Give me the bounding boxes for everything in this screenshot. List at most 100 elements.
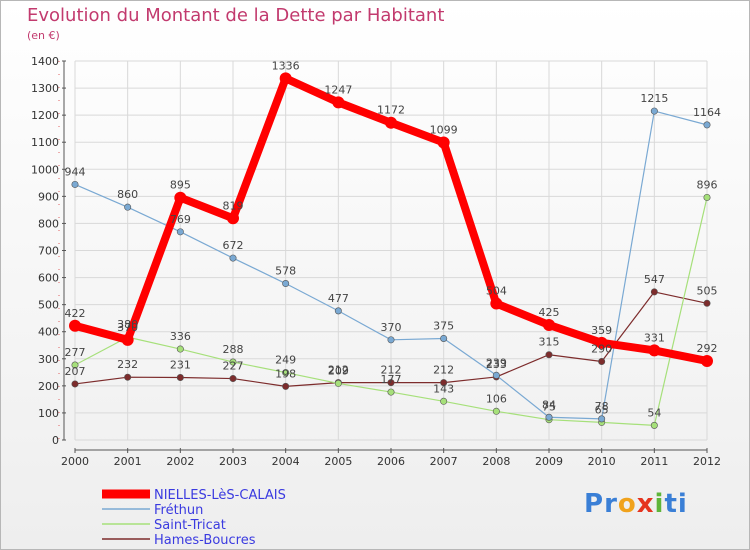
data-point (492, 407, 500, 415)
data-point (598, 357, 606, 365)
data-label: 578 (275, 265, 296, 278)
data-label: 232 (117, 358, 138, 371)
data-label: 370 (117, 321, 138, 334)
data-point (440, 334, 448, 342)
data-point (334, 307, 342, 315)
x-tick-label: 2011 (640, 455, 668, 468)
data-label: 547 (644, 273, 665, 286)
data-label: 209 (328, 364, 349, 377)
chart-title: Evolution du Montant de la Dette par Hab… (27, 5, 445, 26)
data-label: 504 (486, 285, 507, 298)
data-point (701, 354, 713, 367)
data-label: 84 (542, 398, 556, 411)
data-label: 425 (539, 306, 560, 319)
x-tick-label: 2000 (61, 455, 89, 468)
data-point (229, 254, 237, 262)
data-point (650, 421, 658, 429)
data-label: 422 (65, 307, 86, 320)
legend-label: Saint-Tricat (154, 518, 226, 533)
series-layer (69, 72, 713, 429)
logo-letter: i (654, 489, 665, 519)
data-label: 331 (644, 331, 665, 344)
data-point (176, 345, 184, 353)
logo-letter: t (664, 489, 678, 519)
data-point (440, 379, 448, 387)
y-tick-label: 0 (52, 434, 59, 447)
x-tick-label: 2004 (272, 455, 300, 468)
data-label: 106 (486, 392, 507, 405)
data-label: 1172 (377, 104, 405, 117)
data-point (176, 228, 184, 236)
data-point (282, 382, 290, 390)
data-label: 290 (591, 342, 612, 355)
data-point (387, 379, 395, 387)
data-point (124, 203, 132, 211)
y-tick-label: 500 (38, 299, 59, 312)
data-label: 239 (486, 356, 507, 369)
x-tick-label: 2010 (588, 455, 616, 468)
data-label: 896 (697, 178, 718, 191)
data-point (69, 319, 81, 332)
data-label: 672 (223, 239, 244, 252)
data-label: 177 (381, 373, 402, 386)
y-tick-label: 900 (38, 190, 59, 203)
data-point (282, 369, 290, 377)
y-tick-label: 600 (38, 272, 59, 285)
logo-letter: r (604, 489, 618, 519)
data-point (595, 336, 608, 349)
data-point (703, 121, 711, 129)
data-point (176, 373, 184, 381)
data-label: 198 (275, 367, 296, 380)
axes: 0 100 200 300 400 500 600 700 800 900 1000 1100 1200… (31, 55, 721, 468)
legend-label: NIELLES-LèS-CALAIS (154, 488, 286, 503)
data-point (387, 336, 395, 344)
proxiti-logo: Proxiti (584, 489, 688, 519)
data-label: 375 (433, 319, 454, 332)
data-point (279, 72, 292, 85)
data-label: 212 (328, 364, 349, 377)
data-label: 143 (433, 382, 454, 395)
legend-label: Hames-Boucres (154, 533, 256, 548)
data-label: 78 (595, 400, 609, 413)
logo-letter: x (636, 489, 655, 519)
y-tick-label: 1400 (31, 55, 59, 68)
data-point (332, 96, 345, 109)
data-label: 231 (170, 358, 191, 371)
x-tick-label: 2002 (166, 455, 194, 468)
legend-label: Fréthun (154, 503, 203, 518)
data-label: 380 (117, 318, 138, 331)
data-label: 212 (433, 364, 454, 377)
data-point (229, 358, 237, 366)
data-point (71, 380, 79, 388)
data-point (121, 333, 134, 346)
x-tick-label: 2001 (114, 455, 142, 468)
data-point (227, 212, 239, 225)
x-tick-label: 2009 (535, 455, 563, 468)
data-label: 1247 (324, 83, 352, 96)
data-point (71, 361, 79, 369)
logo-letter: i (677, 489, 688, 519)
y-tick-label: 300 (38, 353, 59, 366)
x-tick-label: 2012 (693, 455, 721, 468)
data-point (174, 191, 187, 204)
data-label: 75 (542, 401, 556, 414)
data-label: 233 (486, 358, 507, 371)
logo-letter: P (584, 489, 605, 519)
data-label: 477 (328, 292, 349, 305)
y-tick-label: 1000 (31, 163, 59, 176)
data-point (648, 344, 661, 357)
data-point (71, 180, 79, 188)
x-tick-label: 2007 (430, 455, 458, 468)
data-point (545, 413, 553, 421)
data-label: 249 (275, 354, 296, 367)
data-label: 769 (170, 213, 191, 226)
data-point (492, 371, 500, 379)
y-tick-label: 700 (38, 245, 59, 258)
data-point (124, 373, 132, 381)
data-label: 819 (223, 199, 244, 212)
logo-letter: o (617, 489, 637, 519)
data-point (598, 415, 606, 423)
data-label: 212 (381, 364, 402, 377)
